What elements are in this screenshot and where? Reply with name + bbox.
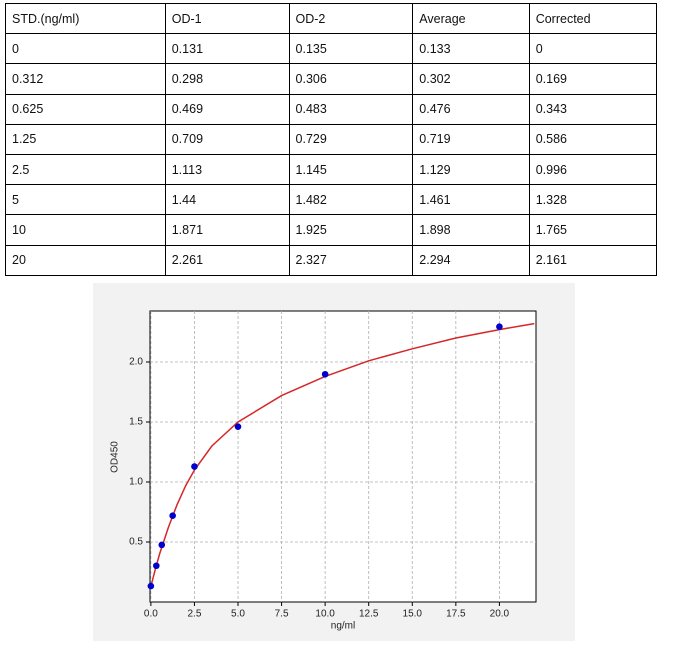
cell: 0.343 bbox=[528, 93, 658, 125]
x-tick-label: 12.5 bbox=[359, 609, 379, 620]
x-tick-label: 10.0 bbox=[315, 609, 335, 620]
fit-curve bbox=[150, 322, 535, 587]
x-axis-label: ng/ml bbox=[331, 621, 355, 632]
x-tick-label: 2.5 bbox=[187, 609, 201, 620]
x-tick-label: 17.5 bbox=[446, 609, 466, 620]
x-tick-label: 15.0 bbox=[403, 609, 423, 620]
cell: 1.765 bbox=[528, 214, 658, 246]
x-tick-label: 0.0 bbox=[144, 609, 158, 620]
cell: 2.261 bbox=[164, 244, 290, 276]
cell: 1.925 bbox=[288, 214, 414, 246]
header-row: STD.(ng/ml) OD-1 OD-2 Average Corrected bbox=[5, 2, 658, 35]
cell: 0.483 bbox=[288, 93, 414, 125]
cell: 1.129 bbox=[412, 153, 530, 186]
cell: 0.312 bbox=[5, 63, 166, 95]
table-row: 2.5 1.113 1.145 1.129 0.996 bbox=[5, 153, 658, 186]
cell: 0.996 bbox=[528, 153, 658, 186]
cell: 1.44 bbox=[164, 184, 290, 216]
data-point bbox=[153, 562, 160, 570]
cell: 2.161 bbox=[528, 244, 658, 276]
data-point bbox=[234, 423, 242, 430]
table-row: 5 1.44 1.482 1.461 1.328 bbox=[5, 184, 658, 216]
y-tick-label: 1.0 bbox=[129, 477, 143, 488]
cell: 2.294 bbox=[412, 244, 530, 276]
cell: 2.327 bbox=[288, 244, 414, 276]
cell: 0.586 bbox=[528, 123, 658, 155]
table-row: 0.625 0.469 0.483 0.476 0.343 bbox=[5, 93, 658, 125]
cell: 0.302 bbox=[412, 63, 530, 95]
cell: 1.145 bbox=[288, 153, 414, 186]
x-tick-label: 20.0 bbox=[490, 609, 510, 620]
data-point bbox=[169, 512, 176, 520]
cell: 0 bbox=[5, 33, 166, 65]
table-row: 20 2.261 2.327 2.294 2.161 bbox=[5, 244, 658, 276]
y-tick-label: 2.0 bbox=[129, 357, 143, 368]
cell: 1.25 bbox=[5, 123, 166, 155]
cell: 1.482 bbox=[288, 184, 414, 216]
cell: 0.135 bbox=[288, 33, 414, 65]
y-tick-label: 1.5 bbox=[129, 417, 143, 428]
table-row: 1.25 0.709 0.729 0.719 0.586 bbox=[5, 123, 658, 155]
table-row: 10 1.871 1.925 1.898 1.765 bbox=[5, 214, 658, 246]
chart: ng/ml OD450 0.0 2.5 5.0 7.5 10.0 12.5 15.0 17.5… bbox=[110, 310, 537, 632]
data-point bbox=[321, 370, 329, 378]
table-row: 0 0.131 0.135 0.133 0 bbox=[5, 33, 658, 65]
plot-area bbox=[149, 310, 537, 603]
y-axis-label: OD450 bbox=[110, 441, 121, 473]
cell: 1.328 bbox=[528, 184, 658, 216]
cell: 0.131 bbox=[164, 33, 290, 65]
cell: 1.898 bbox=[412, 214, 530, 246]
cell: Average bbox=[412, 2, 530, 35]
data-point bbox=[496, 323, 503, 331]
data-point bbox=[147, 582, 155, 590]
cell: 10 bbox=[5, 214, 166, 246]
cell: 0.469 bbox=[164, 93, 290, 125]
cell: 0.719 bbox=[412, 123, 530, 155]
cell: 2.5 bbox=[5, 153, 166, 186]
cell: 0.709 bbox=[164, 123, 290, 155]
x-tick-label: 5.0 bbox=[231, 609, 245, 620]
chart-panel: ng/ml OD450 0.0 2.5 5.0 7.5 10.0 12.5 15.0 17.5… bbox=[93, 283, 575, 641]
cell: OD-2 bbox=[288, 2, 414, 35]
y-tick-label: 0.5 bbox=[129, 537, 143, 548]
cell: 0 bbox=[528, 33, 658, 65]
cell: 20 bbox=[5, 244, 166, 276]
data-table: STD.(ng/ml) OD-1 OD-2 Average Corrected 0 0.13… bbox=[5, 2, 658, 276]
data-point bbox=[158, 541, 166, 549]
cell: 0.133 bbox=[412, 33, 530, 65]
cell: 1.113 bbox=[164, 153, 290, 186]
cell: OD-1 bbox=[164, 2, 290, 35]
cell: 0.298 bbox=[164, 63, 290, 95]
cell: 0.625 bbox=[5, 93, 166, 125]
cell: 1.871 bbox=[164, 214, 290, 246]
cell: 0.476 bbox=[412, 93, 530, 125]
cell: 5 bbox=[5, 184, 166, 216]
cell: 0.729 bbox=[288, 123, 414, 155]
cell: STD.(ng/ml) bbox=[5, 2, 166, 35]
data-point bbox=[191, 463, 198, 470]
x-tick-label: 7.5 bbox=[275, 609, 289, 620]
table-row: 0.312 0.298 0.306 0.302 0.169 bbox=[5, 63, 658, 95]
cell: 1.461 bbox=[412, 184, 530, 216]
cell: Corrected bbox=[528, 2, 658, 35]
cell: 0.169 bbox=[528, 63, 658, 95]
cell: 0.306 bbox=[288, 63, 414, 95]
